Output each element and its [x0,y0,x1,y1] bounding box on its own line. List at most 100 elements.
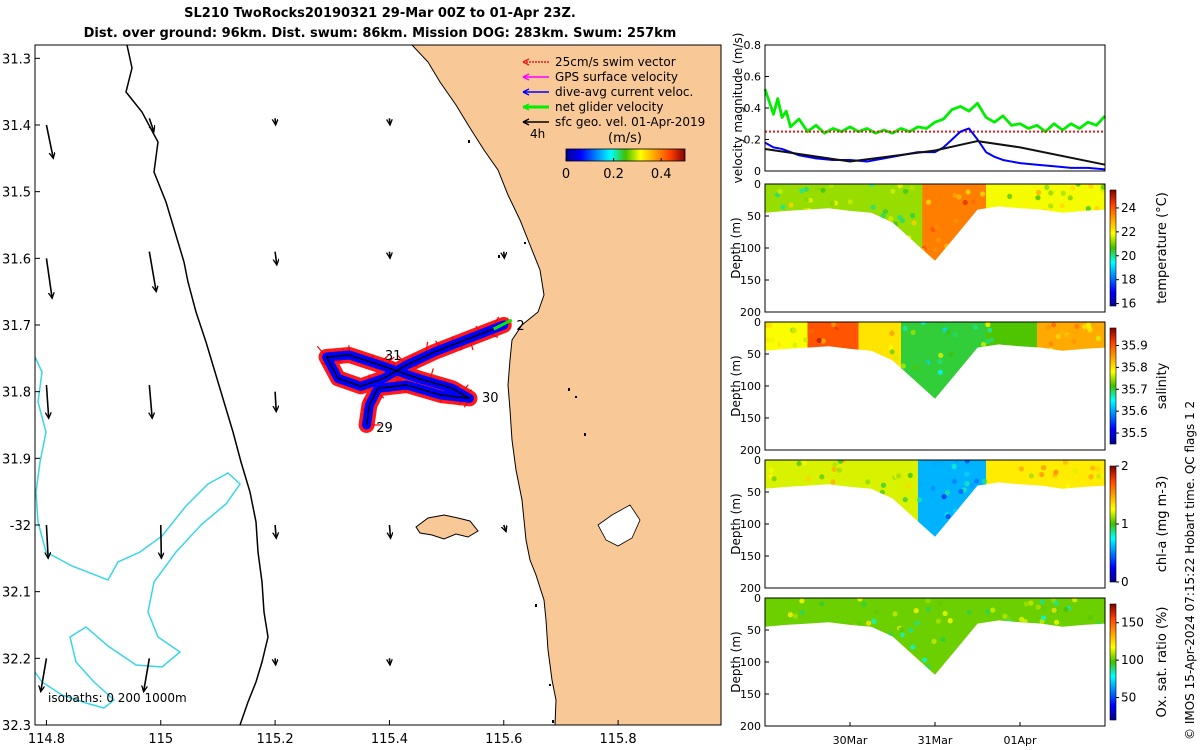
section-sample-dot [791,327,797,333]
day-label: 30 [482,391,499,406]
section-sample-dot [932,247,938,253]
section-sample-dot [896,473,902,479]
day-label: 31 [385,349,402,364]
geo-velocity-arrow [161,524,162,558]
map-y-tick-label: 31.3 [2,52,31,67]
depth-tick-label: 0 [754,592,761,605]
section-sample-dot [987,327,993,333]
map-panel: 29 30 31 2 114.8 115 115.2 115.4 115.6 115.8 31.… [2,44,722,747]
section-sample-dot [828,184,835,189]
section-sample-dot [1100,472,1105,478]
map-x-axis: 114.8 115 115.2 115.4 115.6 115.8 [28,720,637,747]
map-x-tick-label: 115.2 [256,732,293,747]
legend-label: GPS surface velocity [555,70,678,84]
geo-velocity-arrow [275,118,276,125]
section-sample-dot [893,355,899,361]
section-sample-dot [939,461,946,467]
legend-label: dive-avg current veloc. [555,85,693,99]
section-sample-dot [832,461,838,468]
geo-velocity-arrow [504,251,505,259]
section-sample-dot [890,188,896,194]
colorbar-label: temperature (°C) [1155,192,1170,304]
section-sample-dot [1048,190,1054,196]
colorbar-units-label: (m/s) [608,131,642,146]
section-sample-dot [925,598,931,604]
section-sample-dot [925,199,932,205]
section-sample-dot [856,620,862,626]
section-panel-chl-a: 0 50 100 150 200 Depth (m) 0 1 2 chl-a (mg m-3) [729,454,1170,595]
depth-tick-label: 200 [740,444,761,457]
map-day-labels: 29 30 31 2 [376,319,524,436]
geo-velocity-arrow [45,258,52,298]
section-sample-dot [905,483,911,489]
map-y-tick-label: 32.1 [2,586,31,601]
section-sample-dot [1007,193,1013,199]
geo-velocity-arrow [275,251,277,265]
section-sample-dot [1018,466,1025,472]
section-sample-dot [1074,323,1080,330]
section-sample-dot [1035,189,1042,195]
section-sample-dot [882,208,889,215]
geo-velocity-arrow [504,524,506,532]
section-sample-dot [799,598,805,604]
section-sample-dot [1095,466,1101,472]
section-sample-dot [888,344,894,350]
section-sample-dot [909,213,916,219]
depth-tick-label: 0 [754,454,761,467]
section-sample-dot [930,485,936,491]
colorbar-label: chl-a (mg m-3) [1155,476,1170,573]
colorbar-tick-label: 20 [1121,249,1136,263]
section-sample-dot [953,218,959,224]
time-tick-label: 01Apr [1003,734,1037,747]
section-sample-dot [958,488,964,495]
map-y-tick-label: 32.2 [2,652,31,667]
section-sample-dot [973,324,979,330]
legend-swatch-arrowhead [522,58,530,66]
section-sample-dot [944,490,951,496]
coast-fragments [468,140,586,723]
colorbar-tick-label: 35.9 [1121,339,1148,353]
section-sample-dot [768,467,774,473]
depth-tick-label: 0 [754,316,761,329]
depth-tick-label: 50 [747,624,761,637]
section-sample-dot [945,329,951,335]
section-sample-dot [1002,613,1008,619]
section-sample-dot [1048,341,1054,347]
section-sample-dot [908,627,914,633]
section-sample-dot [799,188,805,194]
geo-velocity-arrow [275,524,276,538]
section-sample-dot [970,199,977,205]
section-sample-dot [1096,473,1102,479]
section-sample-dot [1062,460,1068,465]
section-sample-dot [871,618,877,624]
section-sample-dot [1041,465,1047,471]
section-sample-dot [979,191,986,197]
section-sample-dot [925,606,931,612]
section-sample-dot [792,613,798,619]
colorbar-tick-label: 0 [1121,575,1129,589]
section-sample-dot [808,328,814,334]
section-sample-dot [892,611,898,617]
map-axes-frame [34,44,722,726]
section-sample-dot [792,342,798,348]
section-sample-dot [974,478,980,484]
velocity-series-line [763,88,1107,135]
island-rottnest [415,514,479,540]
section-sample-dot [1035,195,1041,201]
geo-velocity-arrow [41,658,48,691]
geo-velocity-arrow [45,124,53,158]
section-sample-dot [937,358,943,364]
colorbar-tick-label: 150 [1121,616,1144,630]
depth-tick-label: 150 [740,550,761,563]
section-sample-dot [932,461,938,467]
map-title-line-1: SL210 TwoRocks20190321 29-Mar 00Z to 01-… [184,6,576,21]
map-y-axis: 31.3 31.4 31.5 31.6 31.7 31.8 31.9 -32 32.1 32.2 3… [2,52,40,734]
section-sample-dot [914,620,920,626]
section-sample-dot [980,341,987,348]
map-x-tick-label: 115.4 [371,732,408,747]
section-sample-dot [964,480,970,487]
legend-swatch-arrowhead [522,73,530,81]
section-sample-dot [865,479,871,485]
section-sample-dot [1090,465,1096,471]
map-y-tick-label: 31.9 [2,452,31,467]
